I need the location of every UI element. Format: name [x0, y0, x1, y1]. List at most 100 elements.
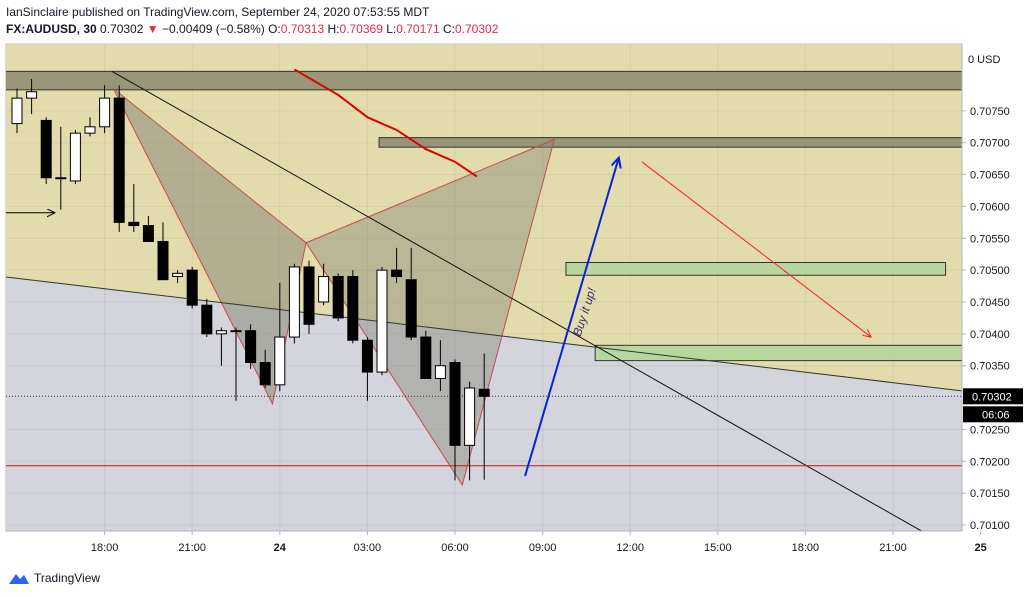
target-arrow	[641, 161, 871, 337]
y-tick-label-11: 0.70150	[970, 488, 1010, 500]
candle-body-6	[99, 97, 111, 128]
candle-body-14	[215, 330, 227, 335]
footer-brand: TradingView	[8, 571, 100, 585]
y-tick-label-8: 0.70350	[970, 361, 1010, 373]
change-value: −0.00409 (−0.58%)	[162, 22, 265, 36]
candle-28	[420, 330, 432, 379]
x-tick-label-9: 21:00	[879, 542, 907, 554]
candle-body-19	[288, 266, 300, 338]
brand-name: TradingView	[34, 571, 101, 585]
open-value: 0.70313	[280, 22, 325, 36]
candle-32	[478, 353, 490, 480]
candle-22	[332, 273, 344, 322]
time-axis[interactable]: 18:00 21:00 24 03:00 06:00 09:00 12:00 15:00 18:…	[91, 531, 987, 554]
y-tick-label-1: 0.70700	[970, 138, 1010, 150]
candle-body-25	[376, 269, 388, 373]
candles	[11, 79, 490, 481]
candle-24	[361, 337, 373, 401]
x-tick-label-1: 21:00	[178, 542, 206, 554]
candle-body-3	[55, 177, 67, 180]
current-price-badge	[963, 388, 1023, 405]
candle-body-23	[347, 276, 359, 341]
descending-trend-line	[111, 70, 923, 531]
candle-8	[128, 184, 140, 232]
candle-body-21	[318, 276, 330, 303]
dark-zone-1	[378, 137, 962, 148]
price-axis[interactable]: 0 USD 0.70750 0.70700 0.70650 0.70600 0.70550…	[962, 54, 1010, 532]
open-label: O:	[268, 22, 281, 36]
countdown-badge-text: 06:06	[982, 409, 1010, 421]
candle-21	[318, 263, 330, 306]
candle-body-20	[303, 266, 315, 325]
candle-body-15	[230, 330, 242, 333]
candle-15	[230, 327, 242, 401]
green-zone-1	[594, 344, 962, 362]
candle-body-2	[40, 119, 52, 179]
publisher-line: IanSinclaire published on TradingView.co…	[6, 5, 430, 19]
close-value: 0.70302	[454, 22, 499, 36]
x-tick-label-0: 18:00	[91, 542, 119, 554]
y-tick-label-10: 0.70200	[970, 456, 1010, 468]
y-tick-label-3: 0.70600	[970, 201, 1010, 213]
candle-body-18	[274, 336, 286, 386]
green-zone-0	[565, 261, 947, 276]
candle-body-17	[259, 362, 271, 386]
candle-30	[449, 359, 461, 481]
candle-13	[201, 298, 213, 338]
x-tick-label-3: 03:00	[354, 542, 382, 554]
candle-body-24	[361, 339, 373, 373]
candle-4	[69, 129, 81, 185]
candle-3	[55, 126, 67, 210]
high-label: H:	[327, 22, 340, 36]
candle-body-29	[434, 365, 446, 379]
candle-1	[26, 79, 38, 115]
candle-body-8	[128, 221, 140, 227]
countdown-badge	[963, 406, 1023, 423]
candle-9	[142, 215, 154, 242]
x-tick-label-2: 24	[274, 542, 287, 554]
buy-arrow	[524, 159, 618, 477]
moving-average-line	[293, 68, 478, 178]
candle-body-22	[332, 276, 344, 319]
current-price-badge-text: 0.70302	[972, 391, 1012, 403]
candle-body-12	[186, 269, 198, 306]
candle-body-0	[11, 97, 23, 125]
y-tick-label-0: 0.70750	[970, 106, 1010, 118]
candle-18	[274, 282, 286, 392]
y-tick-label-7: 0.70400	[970, 329, 1010, 341]
wedge-trend-line	[6, 276, 962, 392]
candle-body-1	[26, 91, 38, 99]
candle-6	[99, 85, 111, 134]
price-zones	[6, 70, 962, 362]
candle-body-13	[201, 304, 213, 335]
candle-23	[347, 270, 359, 344]
symbol-label[interactable]: FX:AUDUSD, 30	[6, 22, 97, 36]
candle-body-11	[172, 272, 184, 278]
candle-2	[40, 117, 52, 185]
y-tick-label-9: 0.70250	[970, 424, 1010, 436]
dark-zone-0	[6, 70, 962, 91]
candle-body-10	[157, 240, 169, 281]
candle-0	[11, 88, 23, 134]
candle-20	[303, 260, 315, 334]
y-tick-label-12: 0.70100	[970, 520, 1010, 532]
y-tick-label-5: 0.70500	[970, 265, 1010, 277]
x-tick-label-4: 06:00	[441, 542, 469, 554]
candle-body-31	[464, 387, 476, 446]
candle-12	[186, 266, 198, 309]
high-value: 0.70369	[339, 22, 383, 36]
change-down-icon: ▼	[146, 22, 159, 36]
candle-5	[84, 117, 96, 137]
candle-body-27	[405, 279, 417, 338]
y-tick-label-6: 0.70450	[970, 297, 1010, 309]
x-tick-label-7: 15:00	[704, 542, 732, 554]
candle-25	[376, 266, 388, 376]
candle-body-4	[69, 132, 81, 182]
candle-body-30	[449, 362, 461, 446]
candle-body-26	[391, 269, 403, 278]
candle-body-16	[245, 330, 257, 364]
y-tick-label-4: 0.70550	[970, 233, 1010, 245]
symbol-ohlc-line: FX:AUDUSD, 30 0.70302 ▼ −0.00409 (−0.58%…	[6, 22, 498, 36]
tradingview-logo-icon	[9, 574, 29, 584]
